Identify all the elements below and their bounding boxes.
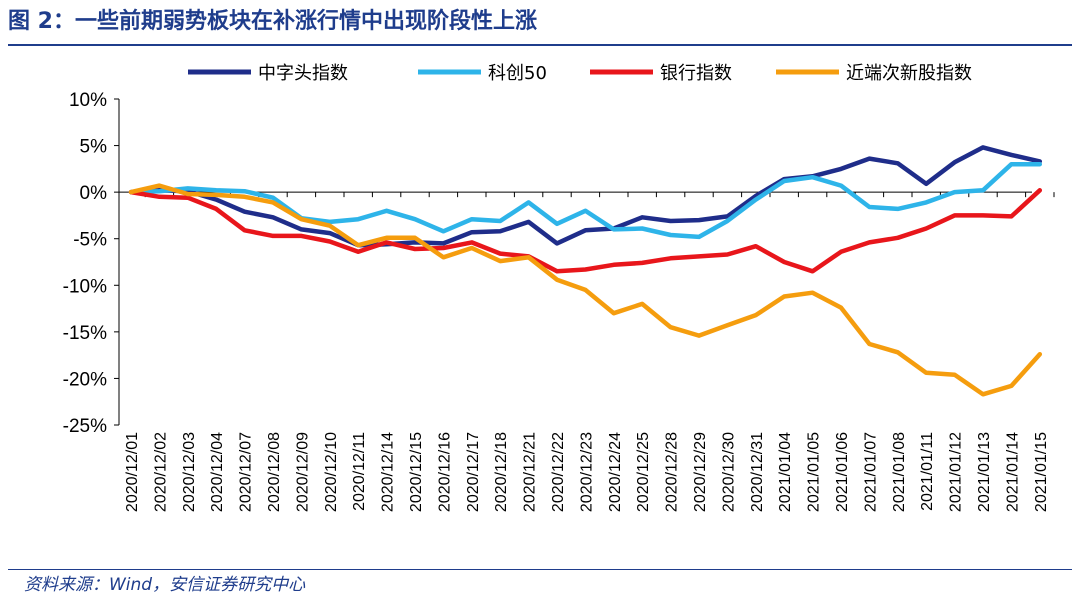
y-tick-label: -20% xyxy=(63,369,107,390)
x-tick-label: 2020/12/18 xyxy=(493,432,510,512)
x-tick-label: 2021/01/04 xyxy=(777,432,794,512)
x-tick-label: 2021/01/05 xyxy=(806,432,823,512)
x-tick-label: 2020/12/31 xyxy=(749,432,766,512)
x-tick-label: 2020/12/22 xyxy=(550,432,567,512)
series-line-1 xyxy=(128,145,1043,248)
x-tick-label: 2020/12/11 xyxy=(351,432,368,511)
x-tick-label: 2020/12/15 xyxy=(408,432,425,512)
x-tick-label: 2020/12/09 xyxy=(294,432,311,512)
x-tick-label: 2021/01/13 xyxy=(976,432,993,512)
y-tick-label: -5% xyxy=(73,230,107,251)
x-tick-label: 2021/01/15 xyxy=(1033,432,1050,512)
x-tick-label: 2021/01/06 xyxy=(834,432,851,512)
x-tick-label: 2021/01/07 xyxy=(862,432,879,512)
x-tick-label: 2020/12/21 xyxy=(522,432,539,512)
x-tick-label: 2020/12/17 xyxy=(465,432,482,512)
legend-label-1: 中字头指数 xyxy=(258,63,348,84)
x-tick-label: 2020/12/08 xyxy=(266,432,283,512)
source-note: 资料来源：Wind，安信证券研究中心 xyxy=(24,575,306,595)
x-tick-label: 2021/01/08 xyxy=(891,432,908,512)
title-underline xyxy=(8,44,1072,46)
series-line-3 xyxy=(128,188,1043,274)
x-tick-label: 2020/12/02 xyxy=(152,432,169,512)
y-tick-label: -10% xyxy=(63,276,107,297)
legend-label-2: 科创50 xyxy=(488,63,547,84)
chart-axes xyxy=(118,99,1032,425)
x-tick-label: 2020/12/16 xyxy=(436,432,453,512)
x-tick-label: 2020/12/04 xyxy=(209,432,226,512)
y-axis-ticks: 10% 5% 0% -5% -10% -15% -20% -25% xyxy=(63,90,119,437)
x-tick-label: 2020/12/24 xyxy=(607,432,624,512)
x-tick-label: 2021/01/11 xyxy=(919,432,936,511)
y-tick-label: -15% xyxy=(63,323,107,344)
x-tick-label: 2020/12/29 xyxy=(692,432,709,512)
y-tick-label: 10% xyxy=(69,90,107,111)
legend-label-3: 银行指数 xyxy=(660,63,732,84)
x-tick-label: 2020/12/07 xyxy=(238,432,255,512)
footer-rule xyxy=(8,569,1072,570)
x-tick-label: 2020/12/28 xyxy=(664,432,681,512)
x-tick-label: 2020/12/14 xyxy=(380,432,397,512)
x-tick-label: 2021/01/14 xyxy=(1004,432,1021,512)
y-tick-label: -25% xyxy=(63,416,107,437)
x-tick-label: 2020/12/03 xyxy=(181,432,198,512)
x-tick-label: 2020/12/23 xyxy=(578,432,595,512)
x-tick-label: 2020/12/30 xyxy=(720,432,737,512)
y-tick-label: 0% xyxy=(80,183,108,204)
series-line-4 xyxy=(128,183,1043,397)
y-tick-label: 5% xyxy=(80,137,108,158)
figure-title: 图 2：一些前期弱势板块在补涨行情中出现阶段性上涨 xyxy=(8,9,537,34)
x-tick-label: 2021/01/12 xyxy=(948,432,965,512)
chart-legend: 中字头指数 科创50 银行指数 近端次新股指数 xyxy=(188,63,972,84)
series-line-2 xyxy=(128,161,1043,240)
x-tick-label: 2020/12/01 xyxy=(124,432,141,512)
legend-label-4: 近端次新股指数 xyxy=(846,63,972,84)
x-tick-label: 2020/12/10 xyxy=(323,432,340,512)
series-lines xyxy=(128,145,1043,397)
x-axis-ticks: 2020/12/01 2020/12/02 2020/12/03 2020/12/04… xyxy=(124,192,1055,512)
x-tick-label: 2020/12/25 xyxy=(635,432,652,512)
